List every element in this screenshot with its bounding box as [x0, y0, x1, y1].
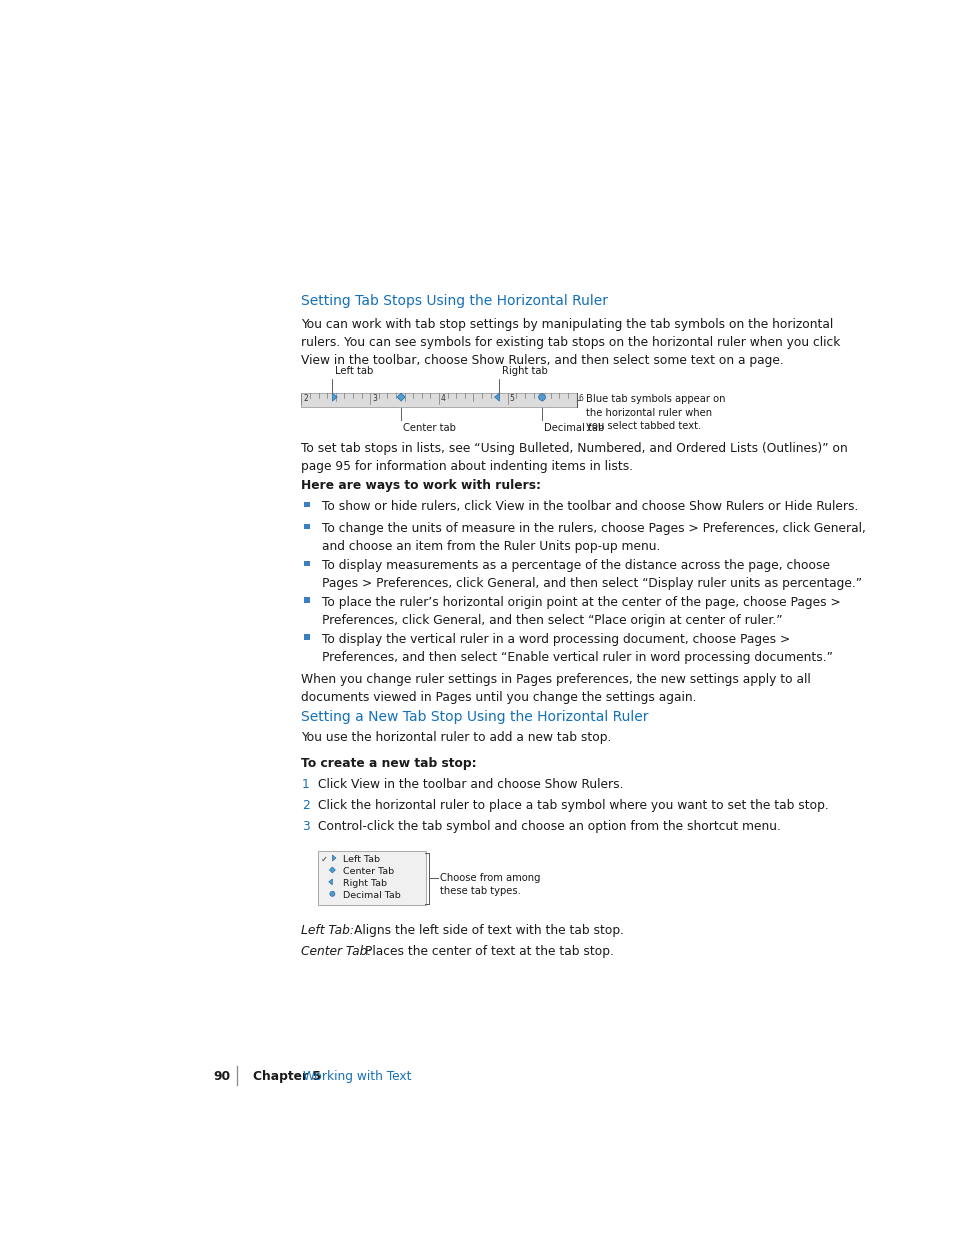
Text: 5: 5 — [509, 394, 514, 403]
Text: To display measurements as a percentage of the distance across the page, choose
: To display measurements as a percentage … — [321, 558, 861, 589]
Text: Aligns the left side of text with the tab stop.: Aligns the left side of text with the ta… — [354, 924, 623, 936]
FancyBboxPatch shape — [304, 501, 310, 508]
Text: You use the horizontal ruler to add a new tab stop.: You use the horizontal ruler to add a ne… — [301, 731, 611, 745]
Text: Decimal tab: Decimal tab — [544, 422, 604, 432]
Text: Center Tab:: Center Tab: — [301, 945, 372, 958]
FancyBboxPatch shape — [304, 598, 310, 603]
FancyBboxPatch shape — [301, 393, 576, 408]
Text: Click View in the toolbar and choose Show Rulers.: Click View in the toolbar and choose Sho… — [318, 778, 623, 792]
Polygon shape — [494, 393, 499, 401]
FancyBboxPatch shape — [317, 851, 426, 905]
Text: Here are ways to work with rulers:: Here are ways to work with rulers: — [301, 479, 540, 492]
Text: Control-click the tab symbol and choose an option from the shortcut menu.: Control-click the tab symbol and choose … — [318, 820, 781, 832]
Text: To place the ruler’s horizontal origin point at the center of the page, choose P: To place the ruler’s horizontal origin p… — [321, 595, 840, 626]
Text: To create a new tab stop:: To create a new tab stop: — [301, 757, 476, 771]
Polygon shape — [329, 879, 332, 884]
Text: To set tab stops in lists, see “Using Bulleted, Numbered, and Ordered Lists (Out: To set tab stops in lists, see “Using Bu… — [301, 442, 847, 473]
Text: Places the center of text at the tab stop.: Places the center of text at the tab sto… — [365, 945, 613, 958]
Circle shape — [330, 892, 335, 897]
Text: Left tab: Left tab — [335, 366, 373, 375]
Text: 6: 6 — [578, 394, 582, 403]
Text: 4: 4 — [440, 394, 445, 403]
Circle shape — [538, 394, 545, 400]
FancyBboxPatch shape — [304, 635, 310, 640]
Text: Chapter 5: Chapter 5 — [253, 1070, 320, 1083]
Polygon shape — [332, 393, 337, 401]
Text: Left Tab: Left Tab — [343, 855, 380, 864]
Text: Center Tab: Center Tab — [343, 867, 394, 876]
FancyBboxPatch shape — [304, 524, 310, 529]
Text: When you change ruler settings in Pages preferences, the new settings apply to a: When you change ruler settings in Pages … — [301, 673, 810, 704]
Text: Click the horizontal ruler to place a tab symbol where you want to set the tab s: Click the horizontal ruler to place a ta… — [318, 799, 828, 811]
Text: To change the units of measure in the rulers, choose Pages > Preferences, click : To change the units of measure in the ru… — [321, 521, 864, 552]
Polygon shape — [329, 867, 335, 873]
Text: Working with Text: Working with Text — [303, 1070, 411, 1083]
Text: Decimal Tab: Decimal Tab — [343, 890, 400, 900]
Polygon shape — [396, 393, 405, 401]
Text: Setting Tab Stops Using the Horizontal Ruler: Setting Tab Stops Using the Horizontal R… — [301, 294, 608, 309]
Text: Left Tab:: Left Tab: — [301, 924, 354, 936]
Text: 2: 2 — [302, 799, 310, 811]
Text: Setting a New Tab Stop Using the Horizontal Ruler: Setting a New Tab Stop Using the Horizon… — [301, 710, 648, 724]
FancyBboxPatch shape — [304, 561, 310, 566]
Text: To display the vertical ruler in a word processing document, choose Pages >
Pref: To display the vertical ruler in a word … — [321, 632, 832, 663]
Text: Right tab: Right tab — [501, 366, 547, 375]
Text: Right Tab: Right Tab — [343, 879, 387, 888]
Text: 3: 3 — [302, 820, 310, 832]
Text: ✓: ✓ — [320, 855, 328, 864]
Text: 90: 90 — [213, 1070, 231, 1083]
Text: Blue tab symbols appear on
the horizontal ruler when
you select tabbed text.: Blue tab symbols appear on the horizonta… — [585, 394, 724, 431]
Text: You can work with tab stop settings by manipulating the tab symbols on the horiz: You can work with tab stop settings by m… — [301, 317, 840, 367]
Polygon shape — [332, 855, 335, 861]
Text: Center tab: Center tab — [403, 422, 456, 432]
Text: 1: 1 — [302, 778, 310, 792]
Text: 2: 2 — [303, 394, 308, 403]
Text: Choose from among
these tab types.: Choose from among these tab types. — [439, 873, 540, 895]
Text: To show or hide rulers, click View in the toolbar and choose Show Rulers or Hide: To show or hide rulers, click View in th… — [321, 500, 857, 513]
Text: 3: 3 — [372, 394, 376, 403]
